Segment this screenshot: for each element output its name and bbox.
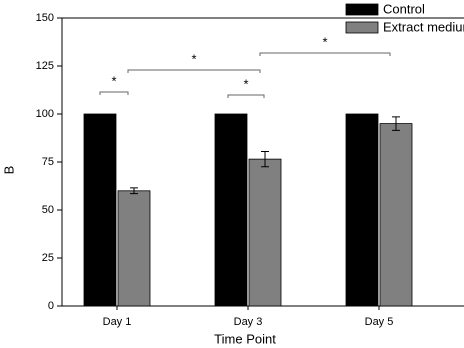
bar [379, 123, 413, 307]
x-tick-label: Day 5 [365, 316, 394, 328]
legend-label: Control [383, 1, 425, 16]
y-tick-label: 75 [42, 156, 54, 168]
y-tick-label: 25 [42, 252, 54, 264]
x-axis-label: Time Point [214, 331, 276, 346]
significance-bracket [259, 52, 391, 56]
legend-swatch [345, 3, 379, 16]
y-tick-label: 50 [42, 204, 54, 216]
y-tick-label: 150 [36, 12, 54, 24]
bar [117, 190, 151, 307]
legend-swatch [345, 21, 379, 34]
bar [248, 158, 282, 307]
y-tick-label: 125 [36, 60, 54, 72]
bar [83, 113, 117, 307]
bar [214, 113, 248, 307]
significance-label: * [111, 73, 116, 88]
significance-label: * [243, 76, 248, 91]
y-tick-label: 0 [48, 300, 54, 312]
bar [345, 113, 379, 307]
significance-label: * [191, 51, 196, 66]
x-tick-label: Day 3 [234, 316, 263, 328]
significance-label: * [322, 34, 327, 49]
x-tick-label: Day 1 [103, 316, 132, 328]
significance-bracket [227, 94, 265, 98]
significance-bracket [99, 91, 129, 95]
legend-label: Extract medium [383, 19, 464, 34]
error-bar [130, 187, 138, 195]
y-axis-label: B [1, 166, 16, 175]
y-tick-label: 100 [36, 108, 54, 120]
error-bar [392, 116, 400, 131]
significance-bracket [127, 69, 261, 73]
error-bar [261, 150, 269, 168]
